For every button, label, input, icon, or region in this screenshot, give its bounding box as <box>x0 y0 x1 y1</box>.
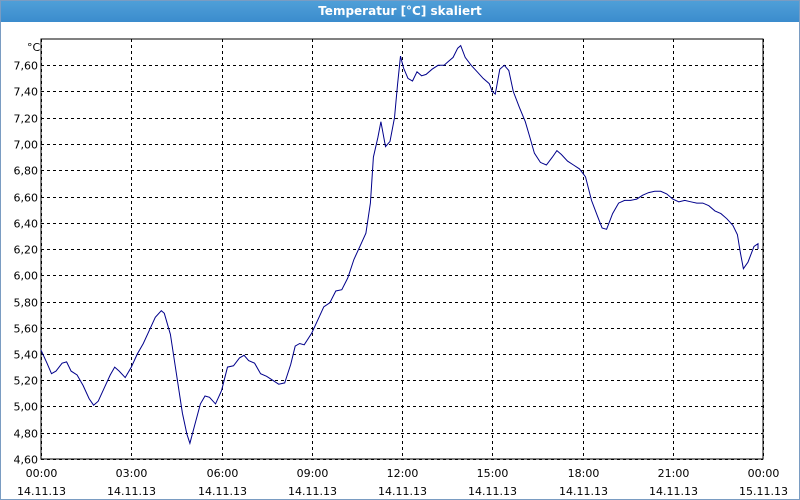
x-tick-time-label: 09:00 <box>297 467 329 480</box>
y-tick-label: 6,00 <box>14 270 39 283</box>
y-tick-label: 6,80 <box>14 165 39 178</box>
y-tick-label: 5,60 <box>14 323 39 336</box>
x-tick-time-label: 12:00 <box>387 467 419 480</box>
x-tick-date-label: 14.11.13 <box>107 485 156 498</box>
x-tick-date-label: 14.11.13 <box>288 485 337 498</box>
y-tick-label: 7,00 <box>14 139 39 152</box>
y-axis-unit-label: °C <box>27 41 41 54</box>
x-tick-time-label: 15:00 <box>477 467 509 480</box>
temperature-chart: 7,60 7,40 7,20 7,00 6,80 6,60 6,40 6,20 6,00 5,80… <box>14 38 788 498</box>
window-title: Temperatur [°C] skaliert <box>1 1 799 22</box>
temperature-series-line <box>40 44 759 446</box>
x-tick-date-label: 14.11.13 <box>378 485 427 498</box>
x-tick-date-label: 14.11.13 <box>17 485 66 498</box>
x-axis: 00:00 14.11.13 03:00 14.11.13 06:00 14.11.13 0… <box>17 467 788 498</box>
y-tick-label: 5,20 <box>14 375 39 388</box>
x-tick-date-label: 15.11.13 <box>739 485 788 498</box>
y-axis: 7,60 7,40 7,20 7,00 6,80 6,60 6,40 6,20 6,00 5,80… <box>14 60 39 467</box>
x-tick-time-label: 06:00 <box>207 467 239 480</box>
x-tick-time-label: 18:00 <box>568 467 600 480</box>
y-tick-label: 5,40 <box>14 349 39 362</box>
y-tick-label: 4,60 <box>14 454 39 467</box>
x-tick-time-label: 00:00 <box>26 467 58 480</box>
y-tick-label: 7,40 <box>14 86 39 99</box>
x-tick-time-label: 03:00 <box>116 467 148 480</box>
y-tick-label: 7,20 <box>14 113 39 126</box>
grid-lines <box>40 38 764 460</box>
y-tick-label: 6,20 <box>14 244 39 257</box>
x-tick-date-label: 14.11.13 <box>559 485 608 498</box>
x-tick-time-label: 00:00 <box>748 467 780 480</box>
y-tick-label: 6,40 <box>14 218 39 231</box>
y-tick-label: 4,80 <box>14 428 39 441</box>
y-tick-label: 5,00 <box>14 401 39 414</box>
x-tick-time-label: 21:00 <box>658 467 690 480</box>
y-tick-label: 6,60 <box>14 192 39 205</box>
y-tick-label: 7,60 <box>14 60 39 73</box>
x-tick-date-label: 14.11.13 <box>649 485 698 498</box>
x-tick-date-label: 14.11.13 <box>468 485 517 498</box>
x-tick-date-label: 14.11.13 <box>198 485 247 498</box>
y-tick-label: 5,80 <box>14 297 39 310</box>
